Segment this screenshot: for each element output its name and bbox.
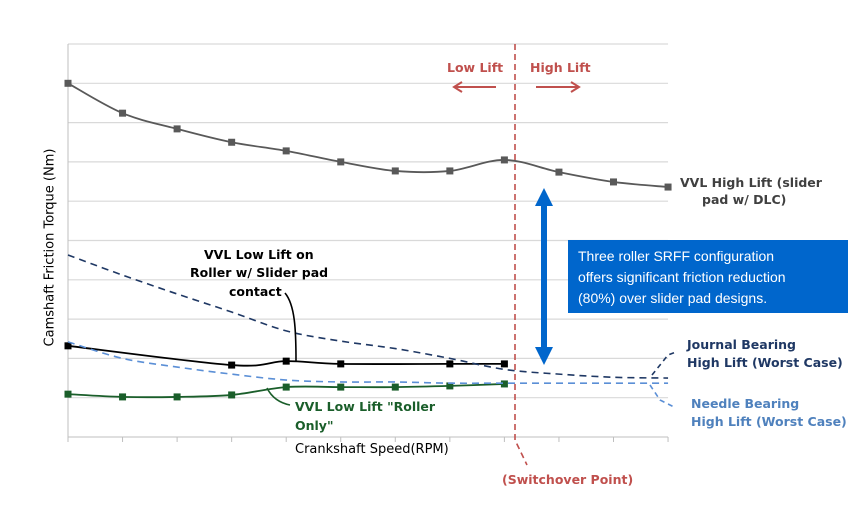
journal-leader — [651, 351, 677, 376]
high-lift-label: High Lift — [530, 60, 591, 75]
data-point — [282, 383, 290, 391]
needle-leader — [649, 384, 677, 409]
data-point — [446, 382, 454, 390]
data-point — [282, 357, 290, 365]
roller-only-leader — [266, 387, 291, 406]
data-point — [173, 393, 181, 401]
journal-label-1: Journal Bearing — [687, 337, 797, 352]
series-1 — [64, 342, 508, 369]
series-2 — [64, 380, 508, 401]
data-point — [337, 360, 345, 368]
series-3 — [67, 254, 669, 379]
callout-line-3: (80%) over slider pad designs. — [578, 290, 768, 306]
high-lift-arrow — [536, 81, 581, 93]
data-point — [446, 360, 454, 368]
data-point — [173, 125, 181, 133]
data-point — [500, 360, 508, 368]
roller-slider-label-1: VVL Low Lift on — [204, 247, 314, 262]
data-point — [555, 168, 563, 176]
needle-label-1: Needle Bearing — [691, 396, 800, 411]
high-lift-series-label-1: VVL High Lift (slider — [680, 175, 822, 190]
data-point — [500, 380, 508, 388]
roller-slider-leader — [284, 292, 297, 362]
friction-reduction-callout: Three roller SRFF configuration offers s… — [568, 240, 848, 313]
x-axis-label: Crankshaft Speed(RPM) — [295, 442, 449, 457]
data-point — [228, 361, 236, 369]
data-point — [391, 383, 399, 391]
data-point — [337, 383, 345, 391]
callout-line-2: offers significant friction reduction — [578, 269, 786, 285]
data-point — [664, 183, 672, 191]
data-point — [64, 342, 72, 350]
journal-label-2: High Lift (Worst Case) — [687, 355, 843, 370]
data-point — [119, 109, 127, 117]
data-point — [64, 390, 72, 398]
switchover-label: (Switchover Point) — [502, 472, 634, 487]
roller-only-label-2: Only" — [295, 418, 334, 433]
data-point — [64, 79, 72, 87]
roller-slider-label-3: contact — [229, 284, 282, 299]
reduction-double-arrow — [535, 188, 553, 365]
series-group — [64, 79, 672, 401]
roller-slider-label-2: Roller w/ Slider pad — [190, 265, 329, 280]
data-point — [337, 158, 345, 166]
low-lift-arrow — [452, 81, 496, 93]
data-point — [228, 138, 236, 146]
series-4 — [67, 341, 669, 385]
data-point — [228, 391, 236, 399]
callout-line-1: Three roller SRFF configuration — [578, 248, 775, 264]
data-point — [610, 178, 617, 186]
high-lift-series-label-2: pad w/ DLC) — [702, 192, 787, 207]
switchover-line — [514, 44, 528, 466]
data-point — [119, 393, 127, 401]
needle-label-2: High Lift (Worst Case) — [691, 414, 847, 429]
roller-only-label-1: VVL Low Lift "Roller — [295, 399, 436, 414]
series-0 — [64, 79, 672, 191]
y-axis-label: Camshaft Friction Torque (Nm) — [42, 148, 58, 347]
low-lift-label: Low Lift — [447, 60, 504, 75]
data-point — [391, 167, 399, 175]
data-point — [446, 167, 454, 175]
x-axis — [67, 436, 669, 442]
data-point — [500, 156, 508, 164]
data-point — [282, 147, 290, 155]
